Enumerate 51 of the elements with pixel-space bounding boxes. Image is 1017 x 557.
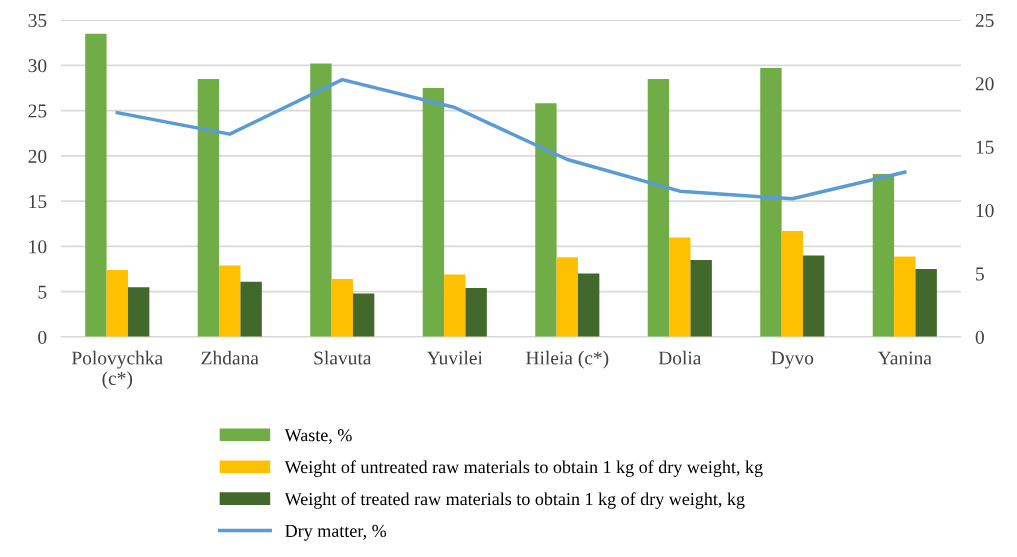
y2-tick-label: 15 xyxy=(976,140,994,154)
x-tick-label: Polovychka (c*) xyxy=(71,350,163,389)
y-tick-label: 25 xyxy=(28,104,47,118)
bar xyxy=(127,287,150,337)
bar xyxy=(760,68,782,337)
line-series xyxy=(115,77,907,201)
bar xyxy=(197,78,220,337)
bar xyxy=(872,173,895,337)
bar xyxy=(331,279,353,337)
y-tick-label: 20 xyxy=(28,149,47,163)
bar xyxy=(669,237,691,337)
y-tick-label: 30 xyxy=(28,59,47,73)
x-tick-label: Slavuta xyxy=(314,350,372,365)
legend-label: Weight of treated raw materials to obtain 1 kg of dry weight, kg xyxy=(284,492,745,509)
bar xyxy=(240,281,262,337)
legend-label: Dry matter, % xyxy=(285,524,387,541)
x-tick-label: Hileia (c*) xyxy=(526,350,609,369)
x-tick-label: Dyvo xyxy=(771,351,814,369)
bar xyxy=(556,257,578,337)
bar xyxy=(219,265,241,337)
y-tick-label: 10 xyxy=(29,240,47,254)
bar xyxy=(106,269,128,337)
y-tick-label: 5 xyxy=(38,285,47,299)
legend-label: Waste, % xyxy=(284,429,352,444)
bar xyxy=(781,231,803,337)
legend-label: Weight of untreated raw materials to obtain 1 kg of dry weight, kg xyxy=(284,460,763,477)
bar xyxy=(310,63,332,337)
x-tick-label: Yanina xyxy=(877,351,932,365)
y-tick-label: 15 xyxy=(29,195,47,209)
x-tick-label: Zhdana xyxy=(201,350,259,365)
y2-tick-label: 0 xyxy=(975,330,984,344)
bar xyxy=(535,103,557,337)
bar xyxy=(915,269,937,337)
y2-tick-label: 25 xyxy=(975,13,994,27)
y-tick-label: 0 xyxy=(38,330,47,344)
bar xyxy=(352,293,375,337)
bar xyxy=(802,255,825,337)
y2-tick-label: 5 xyxy=(976,267,984,281)
x-tick-label: Yuvilei xyxy=(426,350,483,365)
bar xyxy=(647,78,670,337)
y2-tick-label: 20 xyxy=(975,77,994,91)
bar xyxy=(577,273,600,337)
bar xyxy=(85,33,107,337)
bar xyxy=(690,260,712,337)
bar xyxy=(894,256,916,337)
bar xyxy=(444,274,466,337)
bar xyxy=(465,288,487,337)
bar xyxy=(422,87,445,337)
y-tick-label: 35 xyxy=(28,13,47,27)
y2-tick-label: 10 xyxy=(976,204,994,218)
x-tick-label: Dolia xyxy=(658,350,702,365)
